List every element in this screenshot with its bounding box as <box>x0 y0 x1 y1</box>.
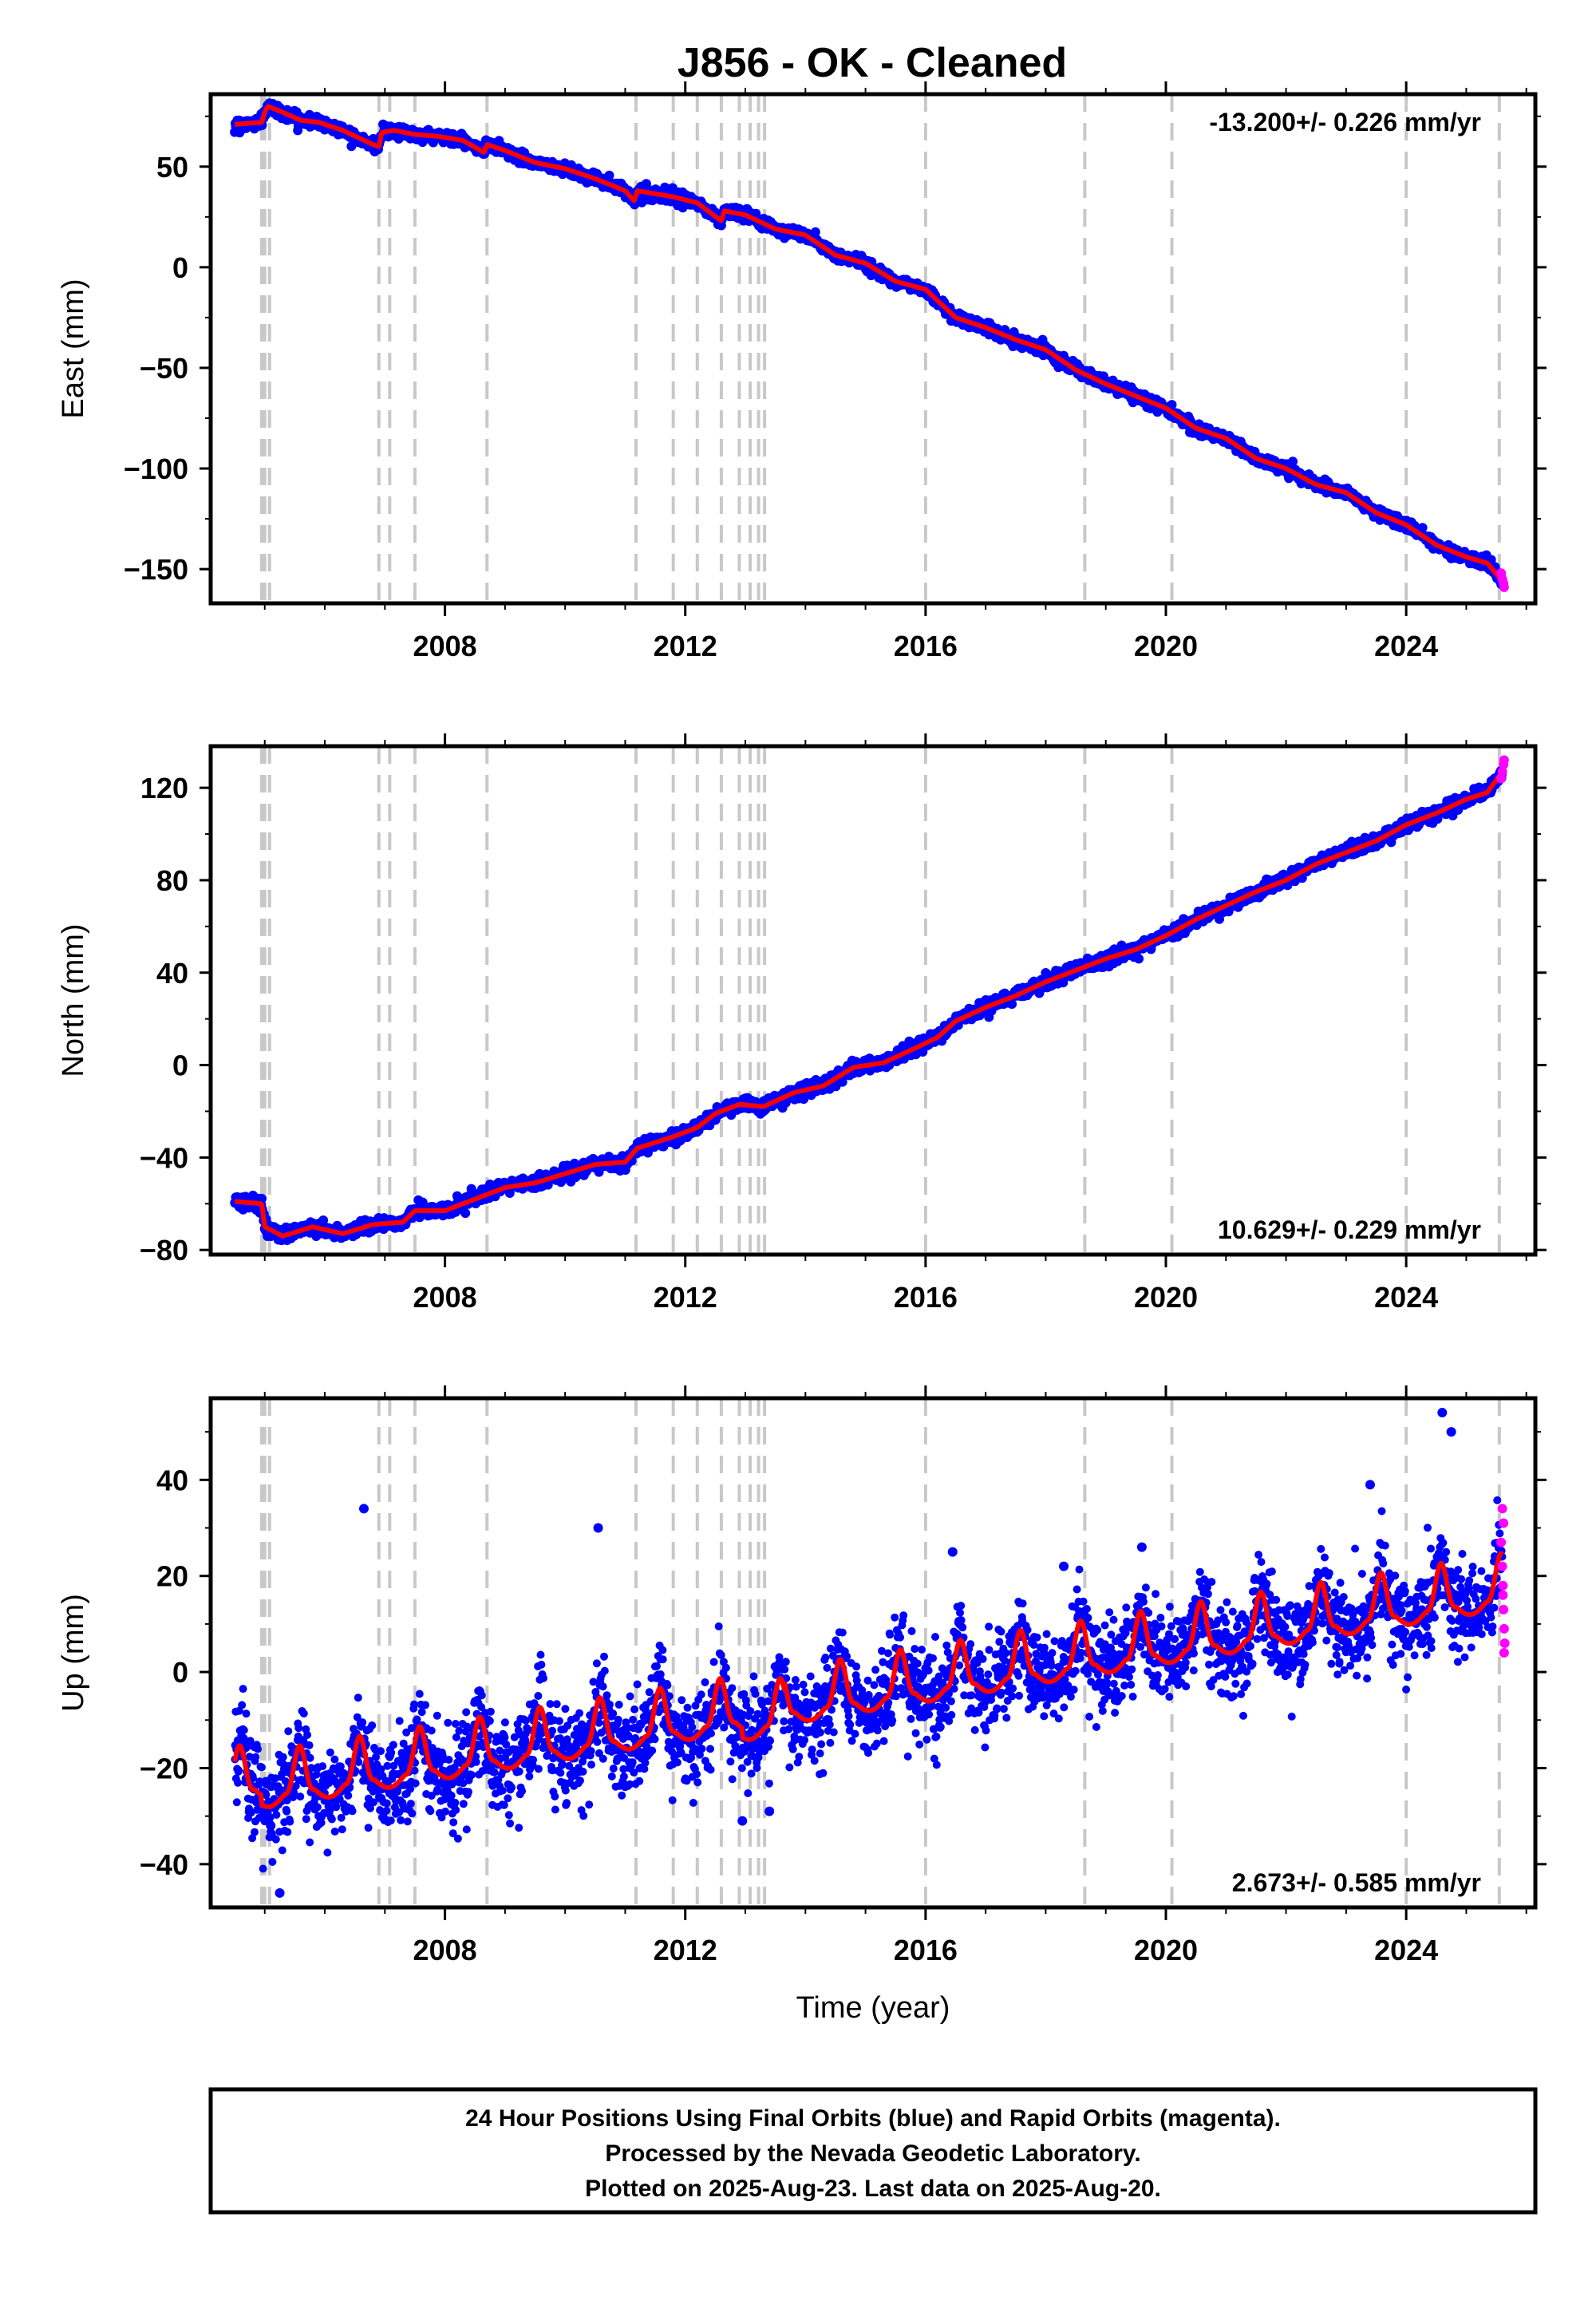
plot-area <box>230 746 1509 1255</box>
final-orbit-point <box>1134 954 1144 964</box>
y-tick-label: −100 <box>124 453 188 485</box>
chart-title: J856 - OK - Cleaned <box>678 40 1067 86</box>
final-orbit-points <box>230 98 1507 589</box>
plot-frame <box>208 92 1538 606</box>
x-tick-label: 2016 <box>894 630 958 662</box>
y-tick-label: 0 <box>172 251 188 284</box>
y-axis-label: East (mm) <box>57 279 90 418</box>
east-panel: −150 −100 −50 0 50 2008 2012 2016 2020 2024 East (… <box>57 81 1547 662</box>
model-line <box>233 104 1504 583</box>
x-tick-label: 2024 <box>1374 630 1438 662</box>
final-orbit-point <box>1167 400 1177 410</box>
rapid-orbit-point <box>1499 582 1509 592</box>
final-orbit-points <box>230 765 1507 1246</box>
final-orbit-point <box>810 227 820 237</box>
y-tick-label: 50 <box>156 151 188 184</box>
x-tick-label: 2012 <box>654 630 717 662</box>
final-orbit-point <box>604 170 614 180</box>
final-orbit-point <box>460 1208 471 1219</box>
x-tick-label: 2020 <box>1134 630 1198 662</box>
final-orbit-point <box>1417 523 1428 533</box>
final-orbit-point <box>1288 456 1298 467</box>
rate-label: -13.200+/- 0.226 mm/yr <box>1209 108 1481 136</box>
y-tick-label: −150 <box>124 553 188 586</box>
x-tick-label: 2008 <box>413 630 477 662</box>
plot-area <box>230 94 1509 603</box>
y-tick-label: −50 <box>140 352 188 385</box>
